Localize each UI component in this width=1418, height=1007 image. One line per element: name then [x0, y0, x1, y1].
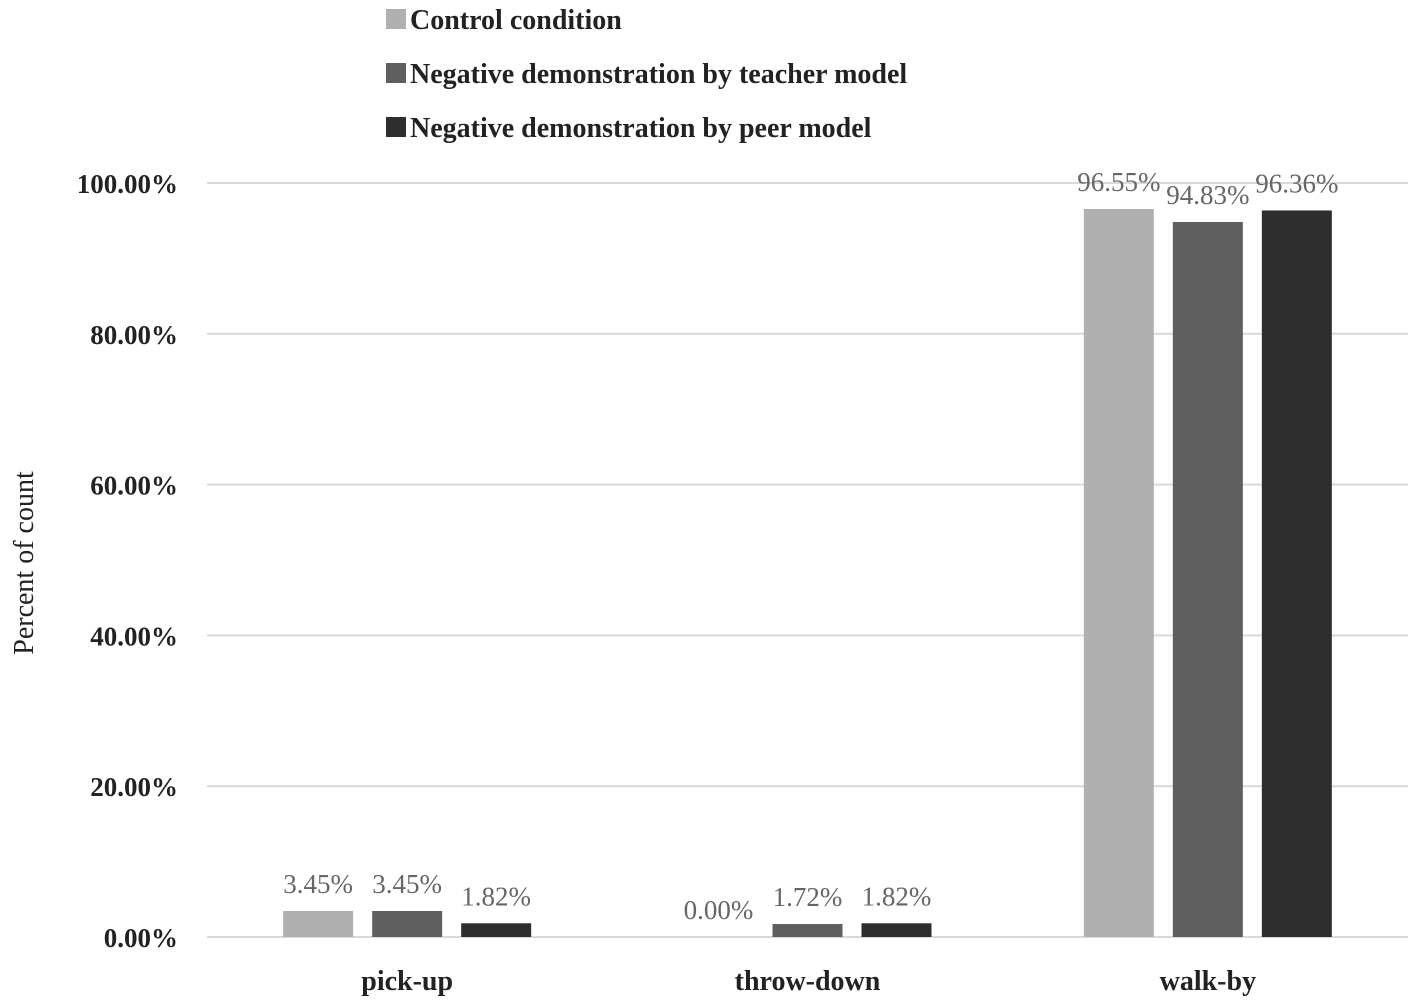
legend-swatch	[386, 9, 406, 29]
data-label: 96.55%	[1077, 167, 1160, 197]
y-tick-label: 100.00%	[77, 169, 178, 199]
y-tick-label: 60.00%	[90, 471, 178, 501]
y-tick-label: 0.00%	[104, 923, 178, 953]
bar-throw-down-series-3	[861, 923, 932, 937]
legend-swatch	[386, 117, 406, 137]
category-labels: pick-up throw-down walk-by	[361, 966, 1256, 997]
y-tick-label: 20.00%	[90, 772, 178, 802]
data-label: 1.82%	[862, 881, 932, 911]
legend: Control condition Negative demonstration …	[386, 5, 907, 144]
bar-pick-up-series-1	[283, 910, 354, 937]
y-tick-label: 40.00%	[90, 621, 178, 651]
data-label: 94.83%	[1166, 180, 1249, 210]
legend-label: Negative demonstration by peer model	[410, 113, 872, 144]
data-labels: 3.45% 3.45% 1.82% 0.00% 1.72% 1.82% 96.55% 94.8…	[283, 167, 1338, 925]
bar-walk-by-series-1	[1083, 209, 1154, 937]
data-label: 3.45%	[372, 869, 442, 899]
category-label-pick-up: pick-up	[361, 966, 453, 997]
category-label-throw-down: throw-down	[735, 966, 881, 997]
bar-throw-down-series-2	[772, 924, 843, 937]
data-label: 1.72%	[773, 882, 843, 912]
y-axis-ticks: 0.00% 20.00% 40.00% 60.00% 80.00% 100.00%	[77, 169, 178, 953]
bars	[283, 209, 1332, 937]
data-label: 96.36%	[1255, 168, 1338, 198]
data-label: 1.82%	[461, 881, 531, 911]
data-label: 3.45%	[283, 869, 353, 899]
data-label: 0.00%	[684, 895, 754, 925]
legend-label: Negative demonstration by teacher model	[410, 59, 907, 90]
bar-walk-by-series-2	[1172, 221, 1243, 937]
bar-pick-up-series-2	[372, 910, 443, 937]
bar-walk-by-series-3	[1261, 210, 1332, 937]
bar-pick-up-series-3	[461, 923, 532, 937]
y-tick-label: 80.00%	[90, 320, 178, 350]
legend-label: Control condition	[410, 5, 622, 36]
y-axis-title: Percent of count	[9, 471, 40, 655]
category-label-walk-by: walk-by	[1160, 966, 1256, 997]
legend-swatch	[386, 63, 406, 83]
